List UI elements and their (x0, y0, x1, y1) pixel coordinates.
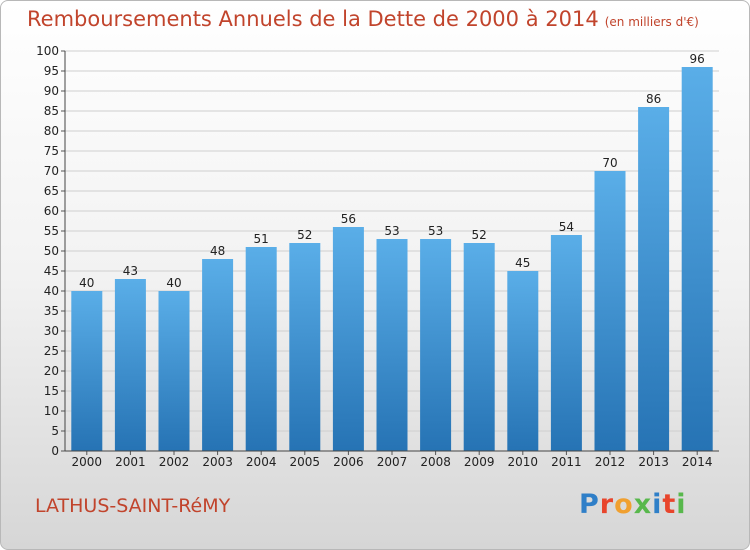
bar-value-label: 54 (559, 220, 574, 234)
x-tick-label: 2010 (508, 455, 539, 469)
logo-letter: i (652, 489, 663, 520)
bar-2002 (158, 291, 190, 451)
y-tick-label: 95 (44, 64, 59, 78)
x-tick-label: 2004 (246, 455, 277, 469)
chart-title: Remboursements Annuels de la Dette de 20… (27, 7, 699, 31)
y-tick-label: 10 (44, 404, 59, 418)
y-tick-label: 25 (44, 344, 59, 358)
y-tick-label: 30 (44, 324, 59, 338)
bar-2014 (681, 67, 713, 451)
bar-2003 (202, 259, 234, 451)
logo-letter: P (579, 489, 600, 520)
y-tick-label: 85 (44, 104, 59, 118)
bar-value-label: 52 (297, 228, 312, 242)
logo-letter: i (676, 489, 687, 520)
bar-value-label: 53 (384, 224, 399, 238)
y-tick-label: 45 (44, 264, 59, 278)
bar-2009 (463, 243, 495, 451)
bar-value-label: 45 (515, 256, 530, 270)
bar-value-label: 51 (254, 232, 269, 246)
bar-2004 (245, 247, 277, 451)
bar-2013 (638, 107, 670, 451)
y-tick-label: 55 (44, 224, 59, 238)
bars: 40 43 40 48 51 52 56 53 53 52 45 54 70 86 96 (71, 52, 713, 451)
bar-2011 (550, 235, 582, 451)
logo-letter: o (614, 489, 634, 520)
y-tick-label: 0 (51, 444, 59, 458)
y-tick-label: 90 (44, 84, 59, 98)
bar-value-label: 40 (166, 276, 181, 290)
bar-value-label: 52 (472, 228, 487, 242)
chart-unit: (en milliers d'€) (604, 15, 699, 29)
logo-letter: r (599, 489, 615, 520)
x-tick-label: 2000 (72, 455, 103, 469)
y-tick-label: 60 (44, 204, 59, 218)
bar-2012 (594, 171, 626, 451)
x-tick-label: 2014 (682, 455, 713, 469)
proxiti-logo[interactable]: Proxiti (579, 489, 687, 520)
x-tick-label: 2007 (377, 455, 408, 469)
bar-value-label: 96 (690, 52, 705, 66)
x-tick-label: 2008 (420, 455, 451, 469)
bar-value-label: 56 (341, 212, 356, 226)
y-tick-label: 70 (44, 164, 59, 178)
x-tick-label: 2005 (290, 455, 321, 469)
x-tick-label: 2001 (115, 455, 146, 469)
x-tick-label: 2012 (595, 455, 626, 469)
y-tick-label: 50 (44, 244, 59, 258)
y-tick-label: 15 (44, 384, 59, 398)
bar-2006 (332, 227, 364, 451)
bar-value-label: 86 (646, 92, 661, 106)
y-tick-label: 20 (44, 364, 59, 378)
bar-2008 (420, 239, 452, 451)
x-axis: 2000 2001 2002 2003 2004 2005 2006 2007 2008 2009… (72, 451, 713, 469)
bar-value-label: 70 (602, 156, 617, 170)
x-tick-label: 2006 (333, 455, 364, 469)
y-tick-label: 40 (44, 284, 59, 298)
y-tick-label: 80 (44, 124, 59, 138)
bar-2010 (507, 271, 539, 451)
y-axis: 0 5 10 15 20 25 30 35 40 45 50 55 60 65 70 75 80 85 90 95 10… (36, 44, 65, 458)
bar-value-label: 40 (79, 276, 94, 290)
y-tick-label: 5 (51, 424, 59, 438)
y-tick-label: 75 (44, 144, 59, 158)
city-name: LATHUS-SAINT-RéMY (35, 495, 231, 517)
y-tick-label: 35 (44, 304, 59, 318)
x-tick-label: 2002 (159, 455, 190, 469)
x-tick-label: 2011 (551, 455, 582, 469)
y-tick-label: 100 (36, 44, 59, 58)
bar-value-label: 43 (123, 264, 138, 278)
bar-value-label: 53 (428, 224, 443, 238)
bar-2005 (289, 243, 321, 451)
bar-2000 (71, 291, 103, 451)
x-tick-label: 2009 (464, 455, 495, 469)
logo-letter: x (633, 489, 653, 520)
bar-2007 (376, 239, 408, 451)
y-tick-label: 65 (44, 184, 59, 198)
bar-value-label: 48 (210, 244, 225, 258)
x-tick-label: 2013 (638, 455, 669, 469)
x-tick-label: 2003 (202, 455, 233, 469)
logo-letter: t (662, 489, 677, 520)
bar-2001 (114, 279, 146, 451)
chart-title-text: Remboursements Annuels de la Dette de 20… (27, 7, 599, 31)
